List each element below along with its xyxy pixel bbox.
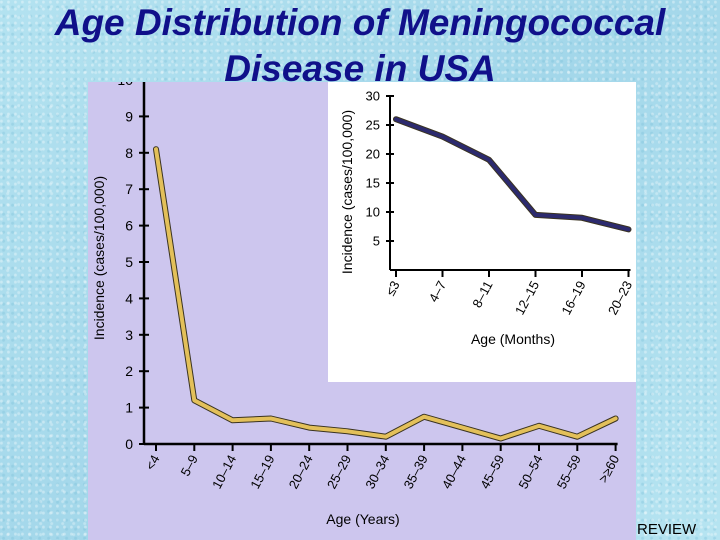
main-y-tick-label: 5: [125, 254, 133, 270]
slide-title: Age Distribution of Meningococcal Diseas…: [0, 0, 720, 92]
review-label: REVIEW: [637, 521, 697, 538]
main-y-tick-label: 1: [125, 400, 133, 416]
inset-y-tick-label: 5: [373, 234, 380, 249]
chart-svg: 012345678910<45–910–1415–1920–2425–2930–…: [88, 82, 636, 540]
main-y-tick-label: 9: [125, 108, 133, 124]
main-y-tick-label: 2: [125, 363, 133, 379]
inset-x-axis-title: Age (Months): [471, 331, 555, 347]
main-y-tick-label: 0: [125, 436, 133, 452]
main-x-tick-label: <4: [142, 452, 162, 472]
inset-y-axis-title: Incidence (cases/100,000): [339, 110, 355, 274]
inset-y-tick-label: 30: [366, 89, 380, 104]
main-y-tick-label: 3: [125, 327, 133, 343]
slide-title-line-1: Age Distribution of Meningococcal: [54, 2, 666, 43]
chart-figure: 012345678910<45–910–1415–1920–2425–2930–…: [88, 82, 636, 540]
main-y-tick-label: 7: [125, 181, 133, 197]
inset-x-tick-label: ≤3: [383, 278, 403, 298]
inset-y-tick-label: 15: [366, 176, 380, 191]
main-y-tick-label: 4: [125, 290, 133, 306]
inset-y-tick-label: 10: [366, 205, 380, 220]
main-y-tick-label: 6: [125, 218, 133, 234]
inset-y-tick-label: 25: [366, 118, 380, 133]
inset-chart-panel: [328, 82, 636, 382]
inset-series-line: [394, 117, 631, 232]
main-x-axis-title: Age (Years): [326, 511, 399, 527]
main-y-tick-label: 10: [117, 82, 133, 88]
main-y-axis-title: Incidence (cases/100,000): [91, 176, 107, 340]
inset-y-tick-label: 20: [366, 147, 380, 162]
main-y-tick-label: 8: [125, 145, 133, 161]
